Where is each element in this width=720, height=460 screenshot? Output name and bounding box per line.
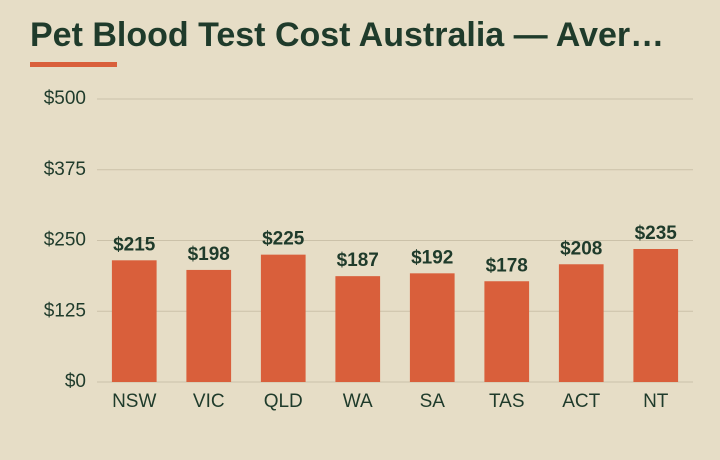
x-tick-label: WA bbox=[343, 391, 373, 412]
bar bbox=[409, 273, 455, 382]
x-tick-label: QLD bbox=[264, 391, 303, 412]
value-label: $225 bbox=[262, 229, 305, 250]
y-tick-label: $0 bbox=[65, 371, 86, 392]
x-tick-label: VIC bbox=[193, 391, 225, 412]
bar bbox=[111, 260, 157, 382]
y-tick-label: $375 bbox=[44, 159, 86, 180]
bar bbox=[633, 248, 679, 382]
title-underline bbox=[30, 62, 117, 67]
x-tick-label: TAS bbox=[489, 391, 525, 412]
value-label: $178 bbox=[486, 255, 528, 276]
value-label: $208 bbox=[560, 238, 602, 259]
bar bbox=[484, 281, 530, 382]
bar bbox=[186, 269, 232, 382]
bar bbox=[335, 276, 381, 382]
bar bbox=[260, 254, 306, 382]
value-label: $192 bbox=[411, 247, 453, 268]
y-tick-label: $125 bbox=[44, 300, 86, 321]
x-tick-label: NSW bbox=[112, 391, 156, 412]
chart-title: Pet Blood Test Cost Australia — Aver… bbox=[30, 16, 664, 54]
x-tick-label: NT bbox=[643, 391, 669, 412]
y-tick-label: $500 bbox=[44, 88, 86, 109]
value-label: $198 bbox=[188, 244, 230, 265]
value-label: $187 bbox=[337, 250, 379, 271]
value-label: $215 bbox=[113, 234, 156, 255]
y-tick-label: $250 bbox=[44, 230, 86, 251]
value-label: $235 bbox=[635, 223, 678, 244]
x-tick-label: SA bbox=[420, 391, 446, 412]
bar bbox=[558, 264, 604, 382]
x-tick-label: ACT bbox=[562, 391, 600, 412]
